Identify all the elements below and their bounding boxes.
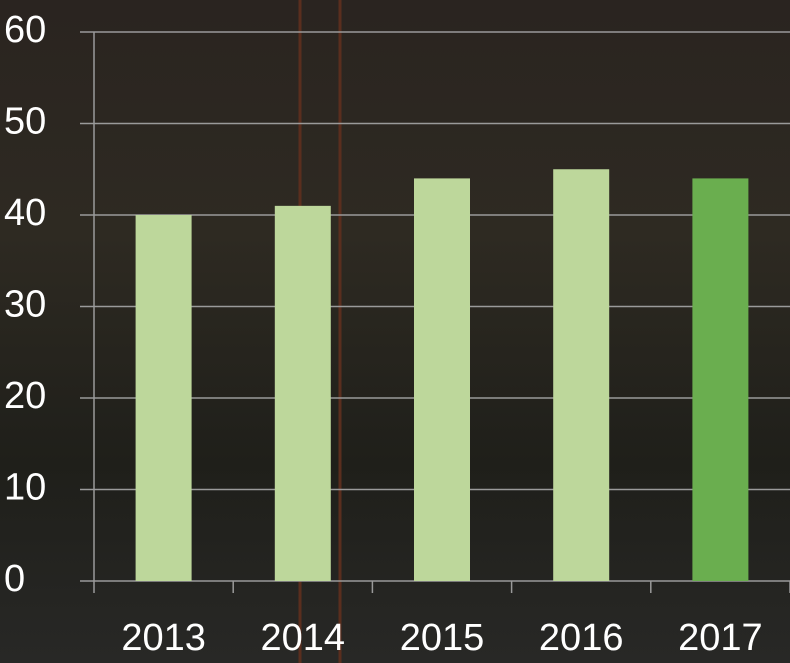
y-tick-label: 0 xyxy=(4,558,25,600)
y-tick-label: 30 xyxy=(4,284,46,326)
bar xyxy=(274,205,331,581)
y-tick-label: 40 xyxy=(4,192,46,234)
x-tick-label: 2017 xyxy=(678,617,763,659)
y-tick-label: 50 xyxy=(4,101,46,143)
x-tick-label: 2016 xyxy=(539,617,624,659)
x-tick-label: 2015 xyxy=(400,617,485,659)
y-tick-label: 20 xyxy=(4,375,46,417)
bar xyxy=(692,178,749,581)
y-tick-label: 60 xyxy=(4,9,46,51)
y-tick-label: 10 xyxy=(4,467,46,509)
bar xyxy=(414,178,470,581)
bar xyxy=(135,215,192,581)
x-tick-label: 2014 xyxy=(261,617,346,659)
bar xyxy=(553,169,610,581)
x-tick-label: 2013 xyxy=(121,617,206,659)
